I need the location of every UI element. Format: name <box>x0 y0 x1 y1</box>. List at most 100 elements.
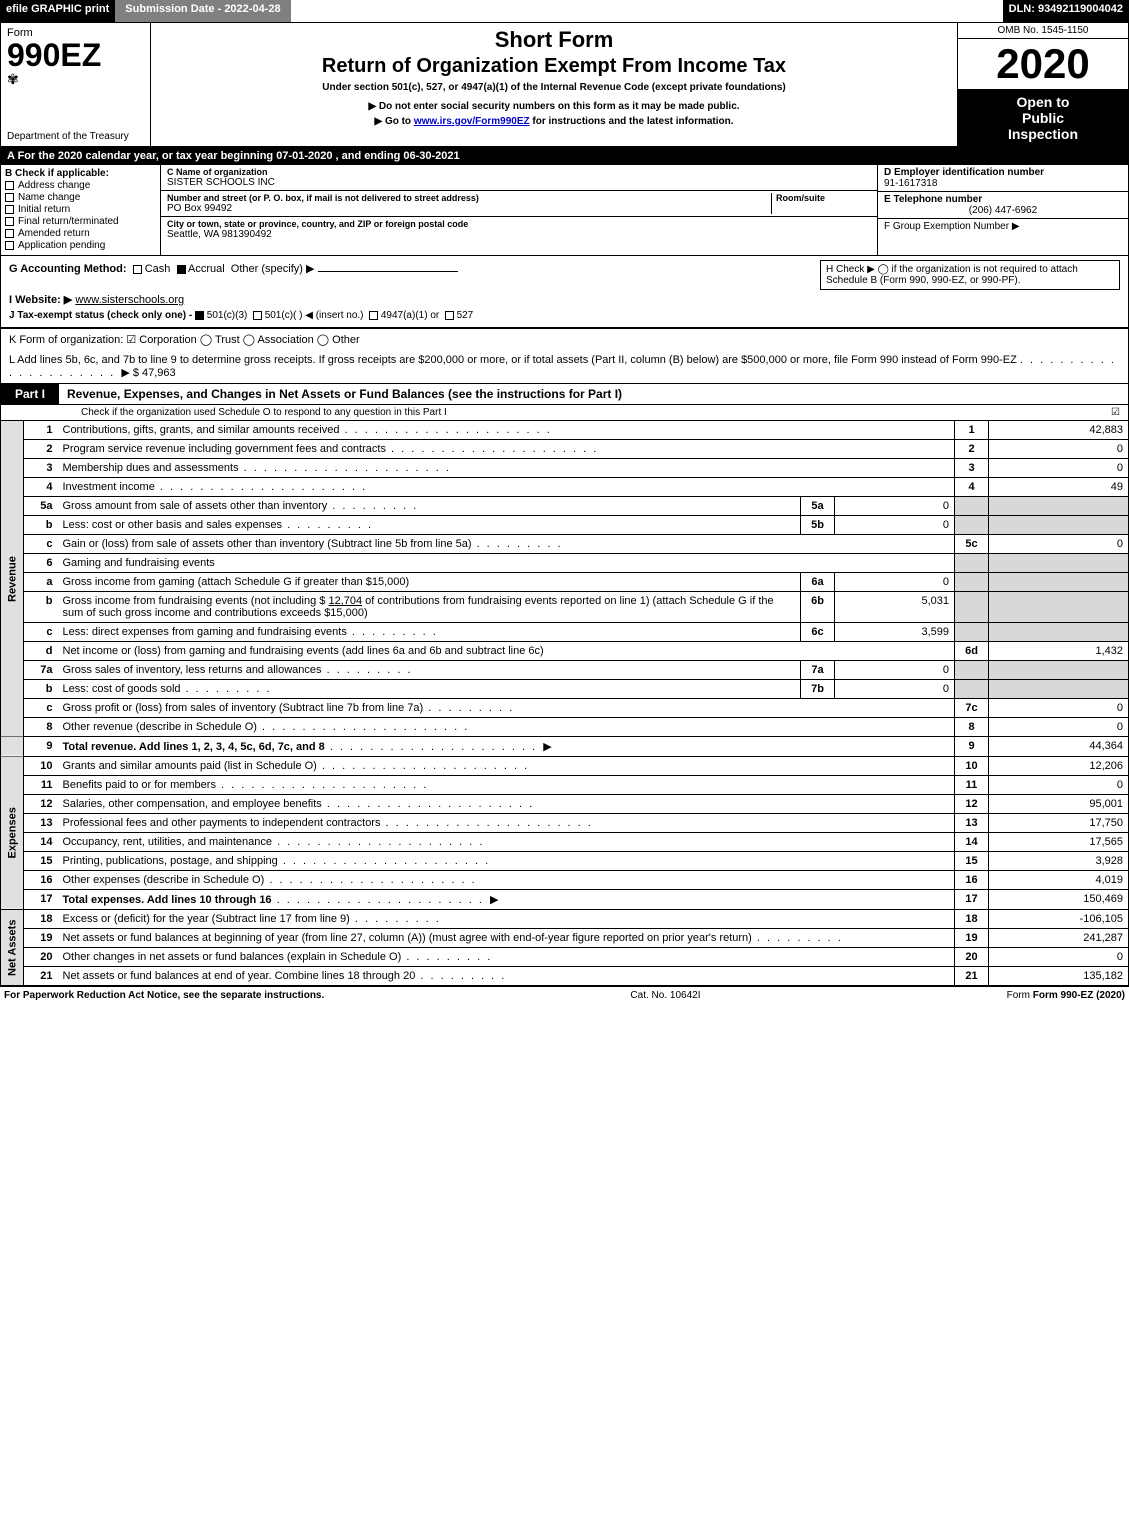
chk-address-change[interactable]: Address change <box>5 180 156 191</box>
table-row: 14 Occupancy, rent, utilities, and maint… <box>1 833 1129 852</box>
shade-cell <box>989 680 1129 699</box>
shade-cell <box>955 516 989 535</box>
expenses-side-label: Expenses <box>1 757 24 910</box>
line-l: L Add lines 5b, 6c, and 7b to line 9 to … <box>0 350 1129 384</box>
line-num: 2 <box>24 440 58 459</box>
title-short: Short Form <box>157 27 951 53</box>
line-num: 10 <box>24 757 58 776</box>
f-label: F Group Exemption Number ▶ <box>884 221 1122 232</box>
accrual-checkbox[interactable] <box>177 265 186 274</box>
line-num: 7a <box>24 661 58 680</box>
line-num: 9 <box>24 737 58 757</box>
table-row: c Gross profit or (loss) from sales of i… <box>1 699 1129 718</box>
chk-amended-return[interactable]: Amended return <box>5 228 156 239</box>
net-assets-side-label: Net Assets <box>1 910 24 986</box>
c-label: C Name of organization <box>167 167 871 177</box>
line-desc: Gain or (loss) from sale of assets other… <box>63 538 563 550</box>
line-midval: 3,599 <box>835 623 955 642</box>
line-midnum: 5a <box>801 497 835 516</box>
section-ghij: H Check ▶ ◯ if the organization is not r… <box>0 256 1129 328</box>
line-num: 3 <box>24 459 58 478</box>
line-desc: Other revenue (describe in Schedule O) <box>63 721 470 733</box>
line-num: c <box>24 699 58 718</box>
chk-label: Address change <box>18 180 90 191</box>
section-def: D Employer identification number 91-1617… <box>878 165 1128 255</box>
form-header: Form 990EZ ✾ Department of the Treasury … <box>0 22 1129 147</box>
efile-label: efile GRAPHIC print <box>0 0 115 22</box>
line-desc: Other changes in net assets or fund bala… <box>63 951 493 963</box>
table-row: a Gross income from gaming (attach Sched… <box>1 573 1129 592</box>
line-num: b <box>24 516 58 535</box>
line-rval: 12,206 <box>989 757 1129 776</box>
j-527-checkbox[interactable] <box>445 311 454 320</box>
part1-title: Revenue, Expenses, and Changes in Net As… <box>59 384 1128 404</box>
org-name: SISTER SCHOOLS INC <box>167 177 871 188</box>
chk-final-return[interactable]: Final return/terminated <box>5 216 156 227</box>
line-desc: Less: cost or other basis and sales expe… <box>63 519 374 531</box>
line-num: 1 <box>24 421 58 440</box>
table-row: 17 Total expenses. Add lines 10 through … <box>1 890 1129 910</box>
arrow-icon: ▶ <box>490 894 498 906</box>
line-midnum: 7b <box>801 680 835 699</box>
i-line: I Website: ▶ www.sisterschools.org <box>9 293 1120 306</box>
cash-checkbox[interactable] <box>133 265 142 274</box>
city-label: City or town, state or province, country… <box>167 219 871 229</box>
line-l-text: L Add lines 5b, 6c, and 7b to line 9 to … <box>9 354 1017 366</box>
line-rval: 0 <box>989 699 1129 718</box>
line-rnum: 13 <box>955 814 989 833</box>
tax-year: 2020 <box>958 39 1128 90</box>
table-row: 16 Other expenses (describe in Schedule … <box>1 871 1129 890</box>
line-rval: 49 <box>989 478 1129 497</box>
line-rval: 17,750 <box>989 814 1129 833</box>
treasury-seal-icon: ✾ <box>7 71 144 88</box>
header-center: Short Form Return of Organization Exempt… <box>151 23 958 146</box>
table-row: c Gain or (loss) from sale of assets oth… <box>1 535 1129 554</box>
chk-initial-return[interactable]: Initial return <box>5 204 156 215</box>
line-rval: 0 <box>989 718 1129 737</box>
org-address: PO Box 99492 <box>167 203 771 214</box>
footer-right: Form Form 990-EZ (2020) <box>1007 990 1125 1001</box>
omb-number: OMB No. 1545-1150 <box>958 23 1128 39</box>
title-sub: Under section 501(c), 527, or 4947(a)(1)… <box>157 82 951 93</box>
irs-link[interactable]: www.irs.gov/Form990EZ <box>414 116 530 127</box>
chk-name-change[interactable]: Name change <box>5 192 156 203</box>
shade-cell <box>955 623 989 642</box>
open-line1: Open to <box>962 94 1124 110</box>
table-row: b Gross income from fundraising events (… <box>1 592 1129 623</box>
line-rnum: 20 <box>955 948 989 967</box>
line-desc: Gross amount from sale of assets other t… <box>63 500 419 512</box>
line-rnum: 7c <box>955 699 989 718</box>
goto-pre: ▶ Go to <box>374 116 413 127</box>
line-rnum: 18 <box>955 910 989 929</box>
spacer <box>291 0 1003 22</box>
line-6b-desc: Gross income from fundraising events (no… <box>58 592 801 623</box>
shade-cell <box>1 737 24 757</box>
header-left: Form 990EZ ✾ Department of the Treasury <box>1 23 151 146</box>
line-rval: 4,019 <box>989 871 1129 890</box>
line-num: 14 <box>24 833 58 852</box>
line-desc: Gross sales of inventory, less returns a… <box>63 664 413 676</box>
h-box: H Check ▶ ◯ if the organization is not r… <box>820 260 1120 290</box>
arrow-icon: ▶ <box>543 741 551 753</box>
table-row: Revenue 1 Contributions, gifts, grants, … <box>1 421 1129 440</box>
line-rnum: 4 <box>955 478 989 497</box>
top-bar: efile GRAPHIC print Submission Date - 20… <box>0 0 1129 22</box>
shade-cell <box>955 497 989 516</box>
line-rval: 3,928 <box>989 852 1129 871</box>
open-line3: Inspection <box>962 126 1124 142</box>
meta-block: B Check if applicable: Address change Na… <box>0 165 1129 256</box>
title-goto: ▶ Go to www.irs.gov/Form990EZ for instru… <box>157 116 951 127</box>
open-line2: Public <box>962 110 1124 126</box>
table-row: 11 Benefits paid to or for members 11 0 <box>1 776 1129 795</box>
j-501c3-checkbox[interactable] <box>195 311 204 320</box>
g-other-blank[interactable] <box>318 271 458 272</box>
form-number: 990EZ <box>7 39 144 71</box>
shade-cell <box>955 592 989 623</box>
j-501c-checkbox[interactable] <box>253 311 262 320</box>
j-4947-checkbox[interactable] <box>369 311 378 320</box>
chk-application-pending[interactable]: Application pending <box>5 240 156 251</box>
line-rval: 17,565 <box>989 833 1129 852</box>
telephone-value: (206) 447-6962 <box>884 205 1122 216</box>
table-row: Net Assets 18 Excess or (deficit) for th… <box>1 910 1129 929</box>
footer-right-text: Form 990-EZ (2020) <box>1033 990 1125 1001</box>
